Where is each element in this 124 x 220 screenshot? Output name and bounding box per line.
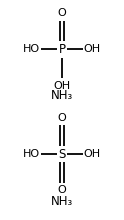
Text: P: P bbox=[59, 43, 65, 56]
Text: OH: OH bbox=[84, 149, 101, 159]
Text: OH: OH bbox=[53, 81, 71, 91]
Text: HO: HO bbox=[23, 149, 40, 159]
Text: O: O bbox=[58, 113, 66, 123]
Text: OH: OH bbox=[84, 44, 101, 55]
Text: NH₃: NH₃ bbox=[51, 89, 73, 102]
Text: NH₃: NH₃ bbox=[51, 195, 73, 208]
Text: S: S bbox=[58, 147, 66, 161]
Text: O: O bbox=[58, 8, 66, 18]
Text: O: O bbox=[58, 185, 66, 195]
Text: HO: HO bbox=[23, 44, 40, 55]
